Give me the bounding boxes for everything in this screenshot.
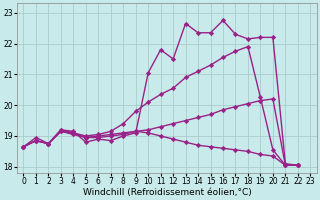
X-axis label: Windchill (Refroidissement éolien,°C): Windchill (Refroidissement éolien,°C) xyxy=(83,188,251,197)
